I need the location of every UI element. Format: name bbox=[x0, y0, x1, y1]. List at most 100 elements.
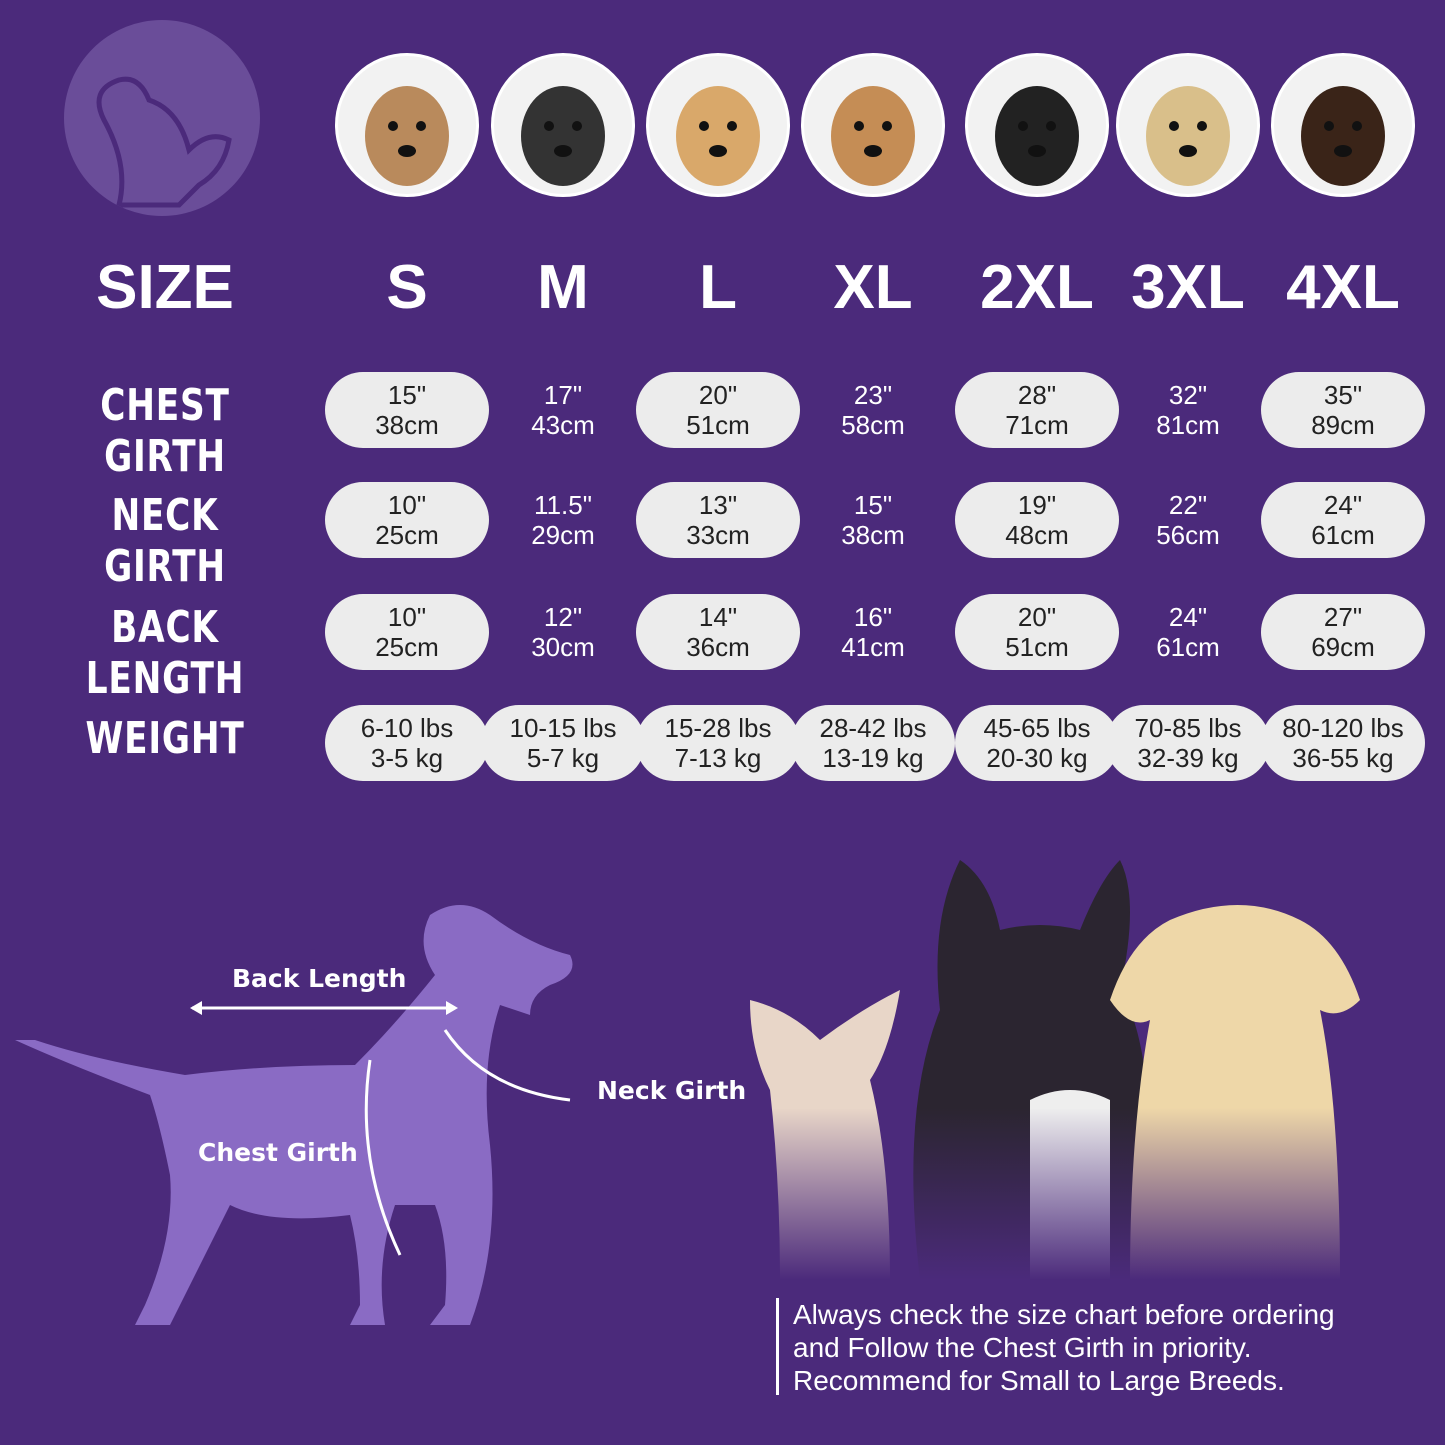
breed-photo-cocker-spaniel bbox=[646, 53, 790, 197]
size-header-3: XL bbox=[833, 253, 913, 322]
size-cell: 70-85 lbs 32-39 kg bbox=[1106, 705, 1270, 781]
metric-value: 3-5 kg bbox=[370, 743, 444, 773]
metric-value: 20-30 kg bbox=[986, 743, 1088, 773]
size-cell: 22" 56cm bbox=[1106, 482, 1270, 558]
metric-value: 36cm bbox=[686, 632, 750, 662]
metric-value: 48cm bbox=[1005, 520, 1069, 550]
metric-value: 30cm bbox=[531, 632, 595, 662]
row-label: WEIGHT bbox=[85, 713, 245, 764]
imperial-value: 20" bbox=[1017, 602, 1057, 632]
metric-value: 41cm bbox=[841, 632, 905, 662]
three-dogs-photo bbox=[730, 850, 1430, 1280]
size-cell: 13" 33cm bbox=[636, 482, 800, 558]
size-cell: 12" 30cm bbox=[481, 594, 645, 670]
size-cell: 20" 51cm bbox=[636, 372, 800, 448]
imperial-value: 24" bbox=[1168, 602, 1208, 632]
imperial-value: 20" bbox=[698, 380, 738, 410]
size-cell: 11.5" 29cm bbox=[481, 482, 645, 558]
size-cell: 17" 43cm bbox=[481, 372, 645, 448]
size-cell: 27" 69cm bbox=[1261, 594, 1425, 670]
imperial-value: 80-120 lbs bbox=[1282, 713, 1404, 743]
dog-silhouette-diagram bbox=[15, 905, 573, 1325]
row-label: NECK GIRTH bbox=[104, 490, 226, 592]
imperial-value: 70-85 lbs bbox=[1134, 713, 1242, 743]
size-header-2: L bbox=[699, 253, 737, 322]
size-cell: 28" 71cm bbox=[955, 372, 1119, 448]
imperial-value: 16" bbox=[853, 602, 893, 632]
imperial-value: 12" bbox=[543, 602, 583, 632]
imperial-value: 35" bbox=[1323, 380, 1363, 410]
row-label: CHEST GIRTH bbox=[100, 380, 230, 482]
breed-photo-shih-tzu bbox=[335, 53, 479, 197]
imperial-value: 10-15 lbs bbox=[509, 713, 617, 743]
brand-logo bbox=[64, 20, 260, 216]
metric-value: 51cm bbox=[686, 410, 750, 440]
size-header-0: S bbox=[386, 253, 428, 322]
note-line: Always check the size chart before order… bbox=[793, 1299, 1335, 1330]
imperial-value: 45-65 lbs bbox=[983, 713, 1091, 743]
size-cell: 20" 51cm bbox=[955, 594, 1119, 670]
metric-value: 71cm bbox=[1005, 410, 1069, 440]
size-cell: 15-28 lbs 7-13 kg bbox=[636, 705, 800, 781]
imperial-value: 13" bbox=[698, 490, 738, 520]
metric-value: 36-55 kg bbox=[1292, 743, 1394, 773]
imperial-value: 23" bbox=[853, 380, 893, 410]
breed-photo-boston-terrier bbox=[491, 53, 635, 197]
imperial-value: 10" bbox=[387, 602, 427, 632]
dog-cat-logo-icon bbox=[96, 76, 232, 208]
breed-photo-beagle bbox=[801, 53, 945, 197]
imperial-value: 15" bbox=[387, 380, 427, 410]
size-cell: 23" 58cm bbox=[791, 372, 955, 448]
size-cell: 80-120 lbs 36-55 kg bbox=[1261, 705, 1425, 781]
size-cell: 32" 81cm bbox=[1106, 372, 1270, 448]
size-cell: 10" 25cm bbox=[325, 594, 489, 670]
imperial-value: 17" bbox=[543, 380, 583, 410]
imperial-value: 19" bbox=[1017, 490, 1057, 520]
imperial-value: 32" bbox=[1168, 380, 1208, 410]
size-cell: 15" 38cm bbox=[791, 482, 955, 558]
metric-value: 61cm bbox=[1311, 520, 1375, 550]
breed-photo-doberman bbox=[1271, 53, 1415, 197]
metric-value: 25cm bbox=[375, 632, 439, 662]
metric-value: 69cm bbox=[1311, 632, 1375, 662]
metric-value: 38cm bbox=[375, 410, 439, 440]
size-header-5: 3XL bbox=[1131, 253, 1245, 322]
metric-value: 89cm bbox=[1311, 410, 1375, 440]
note-line: and Follow the Chest Girth in priority. bbox=[793, 1332, 1252, 1363]
metric-value: 38cm bbox=[841, 520, 905, 550]
chest-girth-label: Chest Girth bbox=[198, 1138, 358, 1167]
metric-value: 7-13 kg bbox=[674, 743, 762, 773]
imperial-value: 22" bbox=[1168, 490, 1208, 520]
metric-value: 13-19 kg bbox=[822, 743, 924, 773]
metric-value: 32-39 kg bbox=[1137, 743, 1239, 773]
imperial-value: 15-28 lbs bbox=[664, 713, 772, 743]
metric-value: 5-7 kg bbox=[526, 743, 600, 773]
size-cell: 16" 41cm bbox=[791, 594, 955, 670]
breed-photo-border-collie bbox=[965, 53, 1109, 197]
note-line: Recommend for Small to Large Breeds. bbox=[793, 1365, 1285, 1396]
breed-photo-labrador bbox=[1116, 53, 1260, 197]
size-cell: 45-65 lbs 20-30 kg bbox=[955, 705, 1119, 781]
imperial-value: 24" bbox=[1323, 490, 1363, 520]
metric-value: 61cm bbox=[1156, 632, 1220, 662]
imperial-value: 10" bbox=[387, 490, 427, 520]
metric-value: 56cm bbox=[1156, 520, 1220, 550]
sizing-note: Always check the size chart before order… bbox=[776, 1298, 1335, 1396]
metric-value: 33cm bbox=[686, 520, 750, 550]
size-header-1: M bbox=[537, 253, 589, 322]
metric-value: 29cm bbox=[531, 520, 595, 550]
size-header: SIZE bbox=[96, 253, 234, 322]
neck-girth-label: Neck Girth bbox=[597, 1076, 747, 1105]
imperial-value: 27" bbox=[1323, 602, 1363, 632]
metric-value: 25cm bbox=[375, 520, 439, 550]
size-cell: 6-10 lbs 3-5 kg bbox=[325, 705, 489, 781]
imperial-value: 15" bbox=[853, 490, 893, 520]
metric-value: 51cm bbox=[1005, 632, 1069, 662]
imperial-value: 11.5" bbox=[534, 490, 592, 520]
size-cell: 28-42 lbs 13-19 kg bbox=[791, 705, 955, 781]
size-cell: 15" 38cm bbox=[325, 372, 489, 448]
size-cell: 24" 61cm bbox=[1261, 482, 1425, 558]
size-cell: 10" 25cm bbox=[325, 482, 489, 558]
metric-value: 43cm bbox=[531, 410, 595, 440]
row-label: BACK LENGTH bbox=[85, 602, 245, 704]
